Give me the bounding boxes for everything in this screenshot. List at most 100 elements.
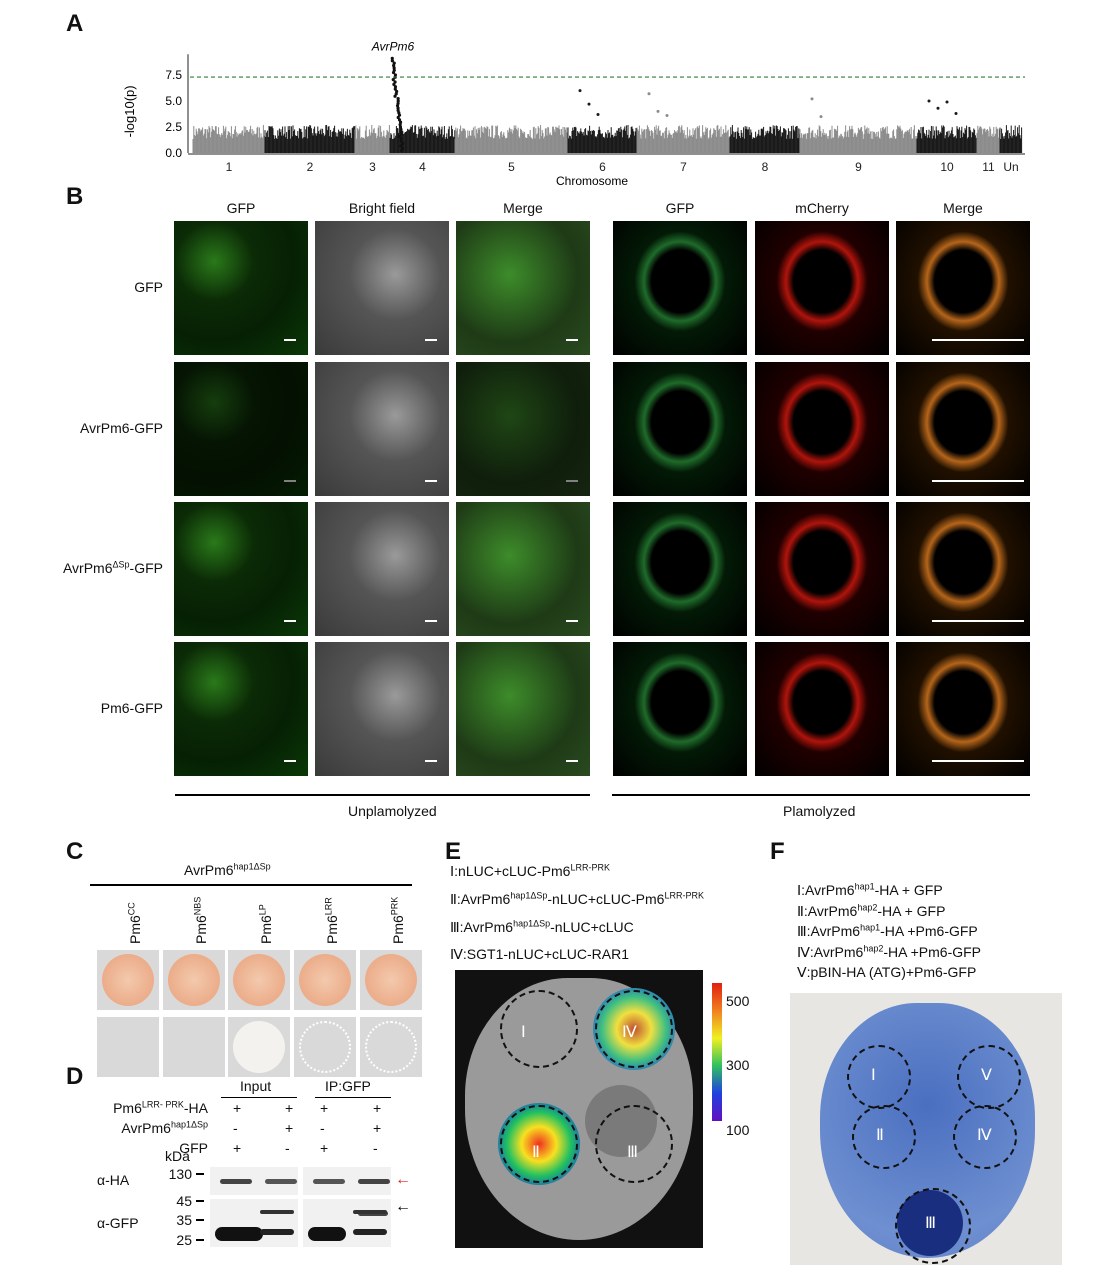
x-tick-label: 9 <box>855 160 862 174</box>
legend-part: :pBIN-HA (ATG)+Pm6-GFP <box>806 964 977 980</box>
x-tick-label: 4 <box>419 160 426 174</box>
data-point <box>399 144 403 148</box>
band <box>260 1210 294 1214</box>
label-part: CC <box>126 902 137 916</box>
marker-tick <box>196 1200 204 1202</box>
data-point <box>393 94 397 98</box>
micrograph <box>613 502 747 636</box>
legend-part: hap1 <box>854 881 875 892</box>
x-tick-label: 5 <box>508 160 515 174</box>
data-point <box>393 87 397 91</box>
band <box>353 1210 387 1214</box>
micrograph <box>896 362 1030 496</box>
label-part: NBS <box>192 896 203 916</box>
scale-bar <box>284 339 296 341</box>
legend-part: :AvrPm6 <box>803 902 858 919</box>
column-label: Pm6CC <box>126 902 143 944</box>
legend-item: Ⅰ:AvrPm6hap1-HA + GFP <box>797 882 943 898</box>
scale-bar <box>284 760 296 762</box>
data-point <box>396 96 400 101</box>
sign: - <box>320 1120 325 1136</box>
data-point <box>927 99 931 103</box>
legend-part: Ⅴ <box>797 964 807 980</box>
data-point <box>399 137 403 141</box>
label-part: -HA <box>183 1100 208 1116</box>
data-point <box>393 80 397 84</box>
data-point <box>398 123 402 127</box>
colony-spot <box>168 954 220 1006</box>
circle-label: Ⅲ <box>627 1144 639 1161</box>
legend-part: Ⅳ <box>797 943 810 960</box>
scale-label: 300 <box>726 1057 750 1073</box>
sign: + <box>320 1100 329 1116</box>
column-header: GFP <box>665 200 695 216</box>
x-tick-label: 11 <box>982 160 995 174</box>
row-label: AvrPm6hap1ΔSp <box>121 1120 208 1136</box>
data-point <box>399 132 404 136</box>
legend-part: Ⅲ <box>797 923 807 939</box>
micrograph <box>896 221 1030 355</box>
micrograph <box>315 221 449 355</box>
data-point <box>390 56 394 60</box>
data-point <box>392 82 396 86</box>
legend-part: hap2 <box>857 901 878 912</box>
row-label: AvrPm6-GFP <box>80 420 163 436</box>
yeast-plate <box>360 950 422 1010</box>
blot-image <box>303 1199 391 1247</box>
x-tick-label: 2 <box>307 160 314 174</box>
column-label: Pm6LP <box>257 904 274 944</box>
micrograph <box>174 642 308 776</box>
micrograph <box>613 362 747 496</box>
x-tick-label: 3 <box>369 160 376 174</box>
legend-part: hap1ΔSp <box>510 890 548 901</box>
x-tick-label: 1 <box>226 160 233 174</box>
scale-bar <box>932 480 1024 482</box>
data-point <box>393 73 398 77</box>
colony-spot <box>233 1021 285 1073</box>
legend-part: :SGT1-nLUC+cLUC-RAR1 <box>462 946 630 962</box>
legend-part: Ⅱ <box>450 891 457 907</box>
legend-part: hap2 <box>863 942 884 953</box>
micrograph <box>174 502 308 636</box>
marker-label: 130 <box>168 1166 192 1182</box>
marker-tick <box>196 1219 204 1221</box>
row-label: AvrPm6ΔSp-GFP <box>63 560 163 576</box>
data-point <box>396 115 400 120</box>
circle-label: Ⅳ <box>622 1024 637 1041</box>
legend-item: Ⅳ:SGT1-nLUC+cLUC-RAR1 <box>450 946 629 962</box>
label-part: LRR <box>323 897 334 916</box>
circle-label: Ⅱ <box>876 1127 884 1144</box>
micrograph <box>613 642 747 776</box>
data-point <box>397 134 402 139</box>
legend-part: Ⅰ <box>797 882 802 898</box>
dashed-circle <box>895 1188 971 1264</box>
band <box>308 1227 346 1241</box>
label-part: Pm6 <box>258 915 274 944</box>
legend-part: :AvrPm6 <box>809 943 864 960</box>
label-part: Pm6 <box>127 915 143 944</box>
sign: + <box>233 1140 242 1156</box>
colony-spot <box>233 954 285 1006</box>
micrograph <box>456 502 590 636</box>
circle-label: Ⅲ <box>925 1215 937 1232</box>
row-label: Pm6-GFP <box>100 700 163 716</box>
colony-spot <box>365 954 417 1006</box>
marker-tick <box>196 1173 204 1175</box>
sign: + <box>373 1120 382 1136</box>
legend-item: Ⅲ:AvrPm6hap1ΔSp-nLUC+cLUC <box>450 919 634 935</box>
y-tick-label: 7.5 <box>165 68 182 82</box>
marker-label: 35 <box>176 1212 192 1228</box>
data-point <box>396 99 400 103</box>
micrograph <box>755 502 889 636</box>
legend-item: Ⅱ:AvrPm6hap2-HA + GFP <box>797 901 946 919</box>
dashed-circle <box>852 1105 916 1169</box>
legend-part: -HA + GFP <box>877 902 946 919</box>
micrograph <box>456 221 590 355</box>
panel-label-a: A <box>66 10 84 37</box>
y-axis-label: -log10(p) <box>122 85 137 137</box>
scale-bar <box>566 480 578 482</box>
data-point <box>390 59 394 63</box>
dashed-circle <box>500 990 578 1068</box>
colony-spot <box>299 1021 351 1073</box>
circle-label: Ⅰ <box>521 1024 526 1041</box>
